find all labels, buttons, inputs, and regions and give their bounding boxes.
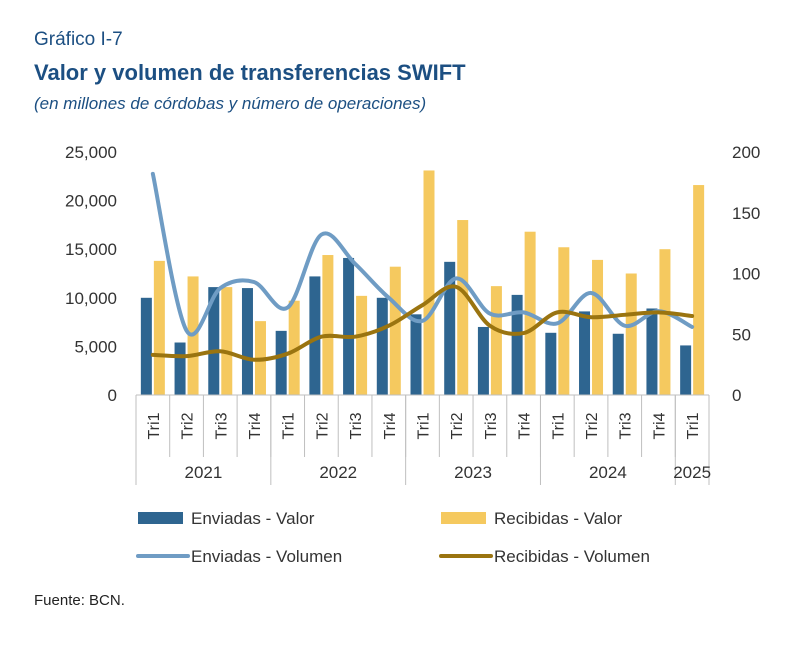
chart-subtitle: (en millones de córdobas y número de ope… bbox=[34, 94, 427, 113]
legend-label: Enviadas - Valor bbox=[191, 509, 315, 528]
year-label: 2024 bbox=[589, 463, 627, 482]
bar-enviadas-valor bbox=[410, 314, 422, 395]
bar-recibidas-valor bbox=[490, 286, 502, 395]
bar-enviadas-valor bbox=[376, 297, 388, 395]
category-label: Tri4 bbox=[382, 412, 399, 439]
legend-label: Recibidas - Volumen bbox=[494, 547, 650, 566]
source-note: Fuente: BCN. bbox=[34, 592, 125, 609]
bar-recibidas-valor bbox=[356, 295, 368, 395]
right-tick-label: 200 bbox=[732, 143, 760, 162]
year-label: 2021 bbox=[184, 463, 222, 482]
line-recibidas-volumen bbox=[150, 284, 695, 362]
bar-enviadas-valor bbox=[646, 308, 658, 395]
bar-recibidas-valor bbox=[423, 170, 435, 395]
category-label: Tri3 bbox=[483, 412, 500, 439]
legend-label: Recibidas - Valor bbox=[494, 509, 623, 528]
bar-recibidas-valor bbox=[221, 287, 233, 395]
legend-swatch bbox=[138, 512, 183, 524]
left-tick-label: 5,000 bbox=[74, 337, 117, 356]
left-tick-label: 25,000 bbox=[65, 143, 117, 162]
bar-enviadas-valor bbox=[275, 330, 287, 395]
left-tick-label: 0 bbox=[108, 386, 117, 405]
bar-enviadas-valor bbox=[208, 287, 220, 395]
category-label: Tri1 bbox=[416, 412, 433, 439]
left-axis-ticks: 0 5,000 10,000 15,000 20,000 25,000 bbox=[65, 143, 117, 405]
bar-recibidas-valor bbox=[389, 266, 401, 395]
category-label: Tri2 bbox=[584, 412, 601, 439]
legend: Enviadas - Valor Recibidas - Valor Enviada… bbox=[136, 509, 650, 566]
right-tick-label: 100 bbox=[732, 265, 760, 284]
year-label: 2023 bbox=[454, 463, 492, 482]
bar-recibidas-valor bbox=[322, 255, 334, 395]
bar-enviadas-valor bbox=[309, 276, 321, 395]
year-label: 2025 bbox=[673, 463, 711, 482]
category-label: Tri3 bbox=[213, 412, 230, 439]
bar-enviadas-valor bbox=[241, 288, 253, 395]
category-label: Tri2 bbox=[314, 412, 331, 439]
bar-enviadas-valor bbox=[174, 342, 186, 395]
bar-enviadas-valor bbox=[343, 257, 355, 395]
bar-enviadas-valor bbox=[140, 297, 152, 395]
left-tick-label: 10,000 bbox=[65, 289, 117, 308]
category-label: Tri2 bbox=[180, 412, 197, 439]
bar-recibidas-valor bbox=[693, 185, 705, 395]
right-tick-label: 50 bbox=[732, 325, 751, 344]
line-marks bbox=[150, 171, 695, 362]
bar-enviadas-valor bbox=[579, 311, 591, 395]
category-label: Tri3 bbox=[618, 412, 635, 439]
bar-recibidas-valor bbox=[625, 273, 637, 395]
bar-enviadas-valor bbox=[444, 261, 456, 395]
bar-recibidas-valor bbox=[288, 300, 300, 395]
left-tick-label: 15,000 bbox=[65, 240, 117, 259]
year-label: 2022 bbox=[319, 463, 357, 482]
legend-swatch bbox=[441, 512, 486, 524]
right-tick-label: 150 bbox=[732, 204, 760, 223]
category-label: Tri1 bbox=[685, 412, 702, 439]
category-label: Tri2 bbox=[449, 412, 466, 439]
category-axis: Tri1 Tri2 Tri3 Tri4 Tri1 Tri2 Tri3 Tri4 Tri1 Tri2… bbox=[135, 394, 711, 485]
bar-enviadas-valor bbox=[511, 294, 523, 395]
category-label: Tri3 bbox=[348, 412, 365, 439]
right-tick-label: 0 bbox=[732, 386, 741, 405]
category-label: Tri1 bbox=[146, 412, 163, 439]
left-tick-label: 20,000 bbox=[65, 192, 117, 211]
bar-recibidas-valor bbox=[659, 249, 671, 395]
bar-enviadas-valor bbox=[680, 345, 692, 395]
bar-recibidas-valor bbox=[457, 220, 469, 395]
category-label: Tri4 bbox=[247, 412, 264, 439]
chart-title: Valor y volumen de transferencias SWIFT bbox=[34, 60, 466, 85]
chart-number-label: Gráfico I-7 bbox=[34, 29, 123, 50]
right-axis-ticks: 0 50 100 150 200 bbox=[732, 143, 760, 405]
bar-recibidas-valor bbox=[592, 259, 604, 395]
line-enviadas-volumen bbox=[150, 171, 695, 337]
bar-enviadas-valor bbox=[477, 326, 489, 395]
category-label: Tri4 bbox=[517, 412, 534, 439]
bar-enviadas-valor bbox=[545, 332, 557, 395]
category-label: Tri4 bbox=[651, 412, 668, 439]
bar-recibidas-valor bbox=[153, 260, 165, 395]
category-label: Tri1 bbox=[550, 412, 567, 439]
legend-label: Enviadas - Volumen bbox=[191, 547, 342, 566]
bar-enviadas-valor bbox=[612, 333, 624, 395]
category-label: Tri1 bbox=[281, 412, 298, 439]
